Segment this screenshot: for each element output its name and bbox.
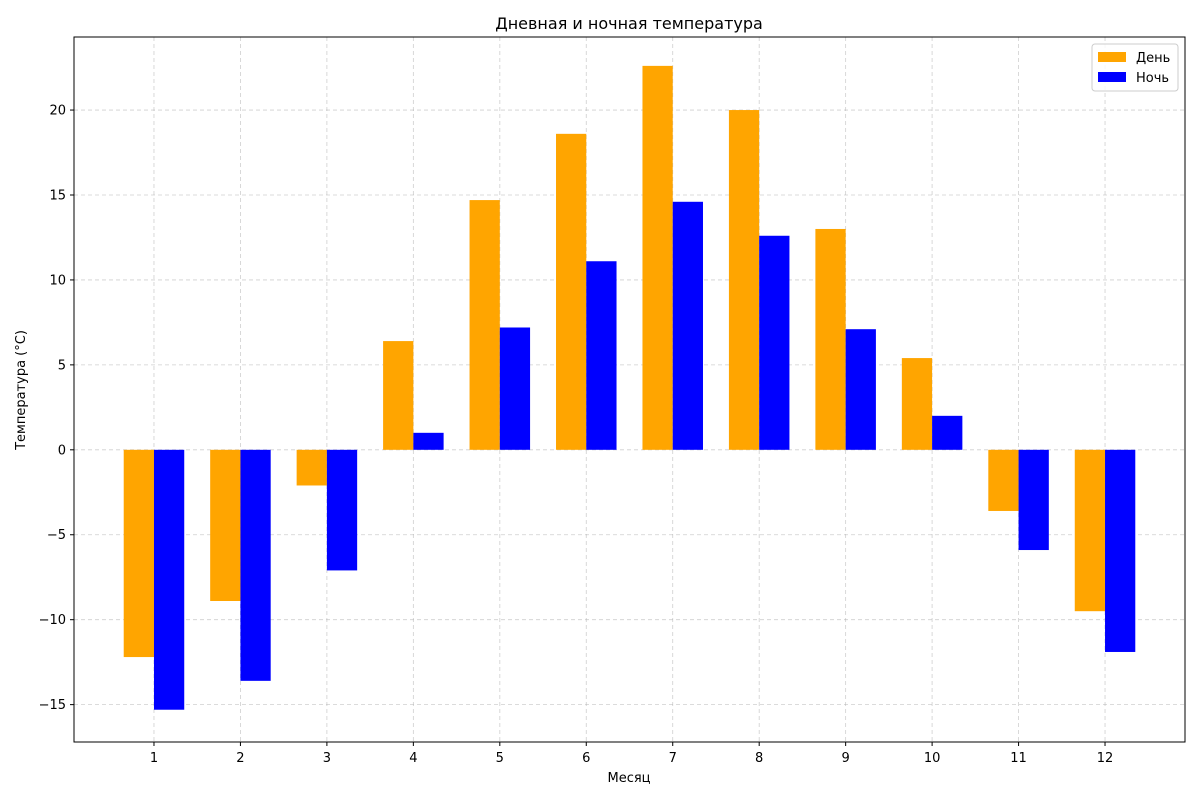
- bar-night-10: [932, 415, 963, 450]
- x-tick-label: 5: [496, 751, 504, 766]
- bar-day-12: [1074, 449, 1106, 612]
- y-tick-label: 10: [49, 273, 66, 288]
- x-tick-label: 11: [1010, 751, 1027, 766]
- bar-night-3: [326, 449, 358, 571]
- bar-night-12: [1105, 449, 1136, 652]
- legend-swatch: [1098, 72, 1126, 82]
- x-tick-label: 9: [842, 751, 850, 766]
- y-tick-label: −10: [39, 613, 66, 628]
- x-tick-label: 12: [1097, 751, 1114, 766]
- bars: [123, 65, 1136, 710]
- x-tick-label: 4: [409, 751, 417, 766]
- y-tick-label: 20: [49, 104, 66, 119]
- plot-frame: [73, 36, 1186, 743]
- bar-night-2: [240, 449, 271, 681]
- bar-day-11: [988, 449, 1019, 511]
- y-axis-label: Температура (°C): [14, 330, 29, 451]
- bar-day-3: [296, 449, 327, 486]
- bar-day-2: [210, 449, 241, 601]
- bar-day-4: [383, 341, 414, 450]
- bar-day-7: [642, 65, 673, 450]
- y-tick-label: −15: [39, 698, 66, 713]
- x-tick-label: 7: [669, 751, 677, 766]
- bar-night-11: [1018, 449, 1049, 551]
- bar-day-9: [815, 228, 846, 450]
- x-tick-label: 6: [582, 751, 590, 766]
- y-tick-label: 15: [49, 188, 66, 203]
- bar-night-7: [672, 201, 703, 450]
- bar-night-9: [845, 329, 876, 450]
- bar-night-5: [499, 327, 531, 450]
- legend-label: Ночь: [1136, 71, 1169, 86]
- legend-swatch: [1098, 52, 1126, 62]
- x-tick-label: 1: [150, 751, 158, 766]
- x-axis-label: Месяц: [607, 771, 650, 786]
- y-tick-label: 5: [58, 358, 66, 373]
- x-tick-label: 2: [236, 751, 244, 766]
- bar-night-1: [153, 449, 185, 710]
- bar-night-4: [413, 432, 444, 450]
- legend-label: День: [1136, 51, 1170, 66]
- bar-day-8: [728, 110, 760, 450]
- bar-day-1: [123, 449, 154, 658]
- x-tick-label: 8: [755, 751, 763, 766]
- bar-night-6: [586, 261, 617, 450]
- legend: День Ночь: [1091, 43, 1179, 92]
- bar-day-6: [556, 133, 587, 450]
- chart-title: Дневная и ночная температура: [495, 14, 763, 33]
- y-tick-label: 0: [58, 443, 66, 458]
- y-tick-label: −5: [47, 528, 66, 543]
- bar-day-5: [469, 200, 500, 450]
- x-tick-label: 10: [924, 751, 941, 766]
- x-tick-label: 3: [323, 751, 331, 766]
- bar-night-8: [759, 235, 790, 450]
- bar-day-10: [901, 358, 933, 450]
- axes: [73, 36, 1186, 743]
